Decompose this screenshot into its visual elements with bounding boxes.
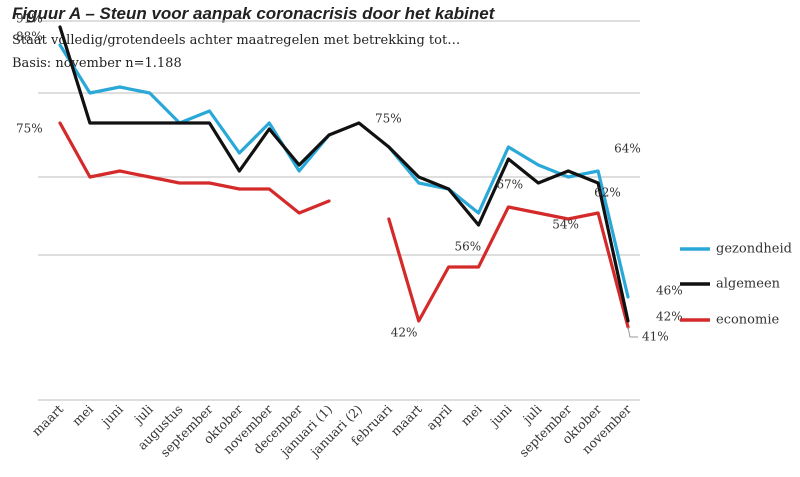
data-label-algemeen-14: 56% <box>455 240 482 254</box>
chart-title: Figuur A – Steun voor aanpak coronacrisi… <box>12 4 495 23</box>
data-label-algemeen-15: 67% <box>496 178 523 192</box>
leader-line-economie-end <box>627 326 638 338</box>
series-line-economie-segment-1 <box>387 205 630 329</box>
x-axis-tick-labels: maart mei juni juliaugustusseptemberoktober… <box>29 401 634 460</box>
leader-lines <box>627 326 638 338</box>
x-tick-label-1-mei: mei <box>69 402 96 429</box>
series-line-gezondheid-segment-1 <box>387 145 630 299</box>
legend-label-algemeen: algemeen <box>716 277 781 292</box>
series-line-algemeen-segment-0 <box>58 25 630 323</box>
data-label-gezondheid-19: 46% <box>656 284 683 298</box>
legend: gezondheid algemeen economie <box>680 242 792 328</box>
series-lines <box>58 25 630 329</box>
data-label-gezondheid-18: 64% <box>614 142 641 156</box>
x-tick-label-0-maart: maart <box>29 402 66 439</box>
chart-subtitle: Staat volledig/grotendeels achter maatre… <box>12 33 461 48</box>
data-label-economie-17: 54% <box>552 218 579 232</box>
data-label-algemeen-0: 91% <box>16 12 43 26</box>
x-tick-label-14-mei: mei <box>458 402 485 429</box>
x-tick-label-12-maart: maart <box>388 402 425 439</box>
x-tick-label-13-april: april <box>423 402 454 433</box>
data-label-economie-0: 75% <box>16 122 43 136</box>
legend-label-economie: economie <box>716 313 779 328</box>
data-label-gezondheid-0: 88% <box>16 30 43 44</box>
data-labels: 91% 88% 75% 75% 42% 56% 67% 54% 62% 64% 46% 42% 41% <box>16 12 683 344</box>
series-line-economie-segment-0 <box>58 121 331 215</box>
data-label-economie-19: 41% <box>642 330 669 344</box>
chart-basis-note: Basis: november n=1.188 <box>12 56 182 71</box>
data-label-economie-12: 42% <box>391 326 418 340</box>
data-label-algemeen-10: 75% <box>375 112 402 126</box>
x-tick-label-2-juni: juni <box>97 402 126 431</box>
gridlines <box>38 20 640 401</box>
data-label-algemeen-19: 42% <box>656 310 683 324</box>
legend-label-gezondheid: gezondheid <box>716 242 792 257</box>
data-label-algemeen-18: 62% <box>594 186 621 200</box>
x-tick-label-15-juni: juni <box>486 402 515 431</box>
